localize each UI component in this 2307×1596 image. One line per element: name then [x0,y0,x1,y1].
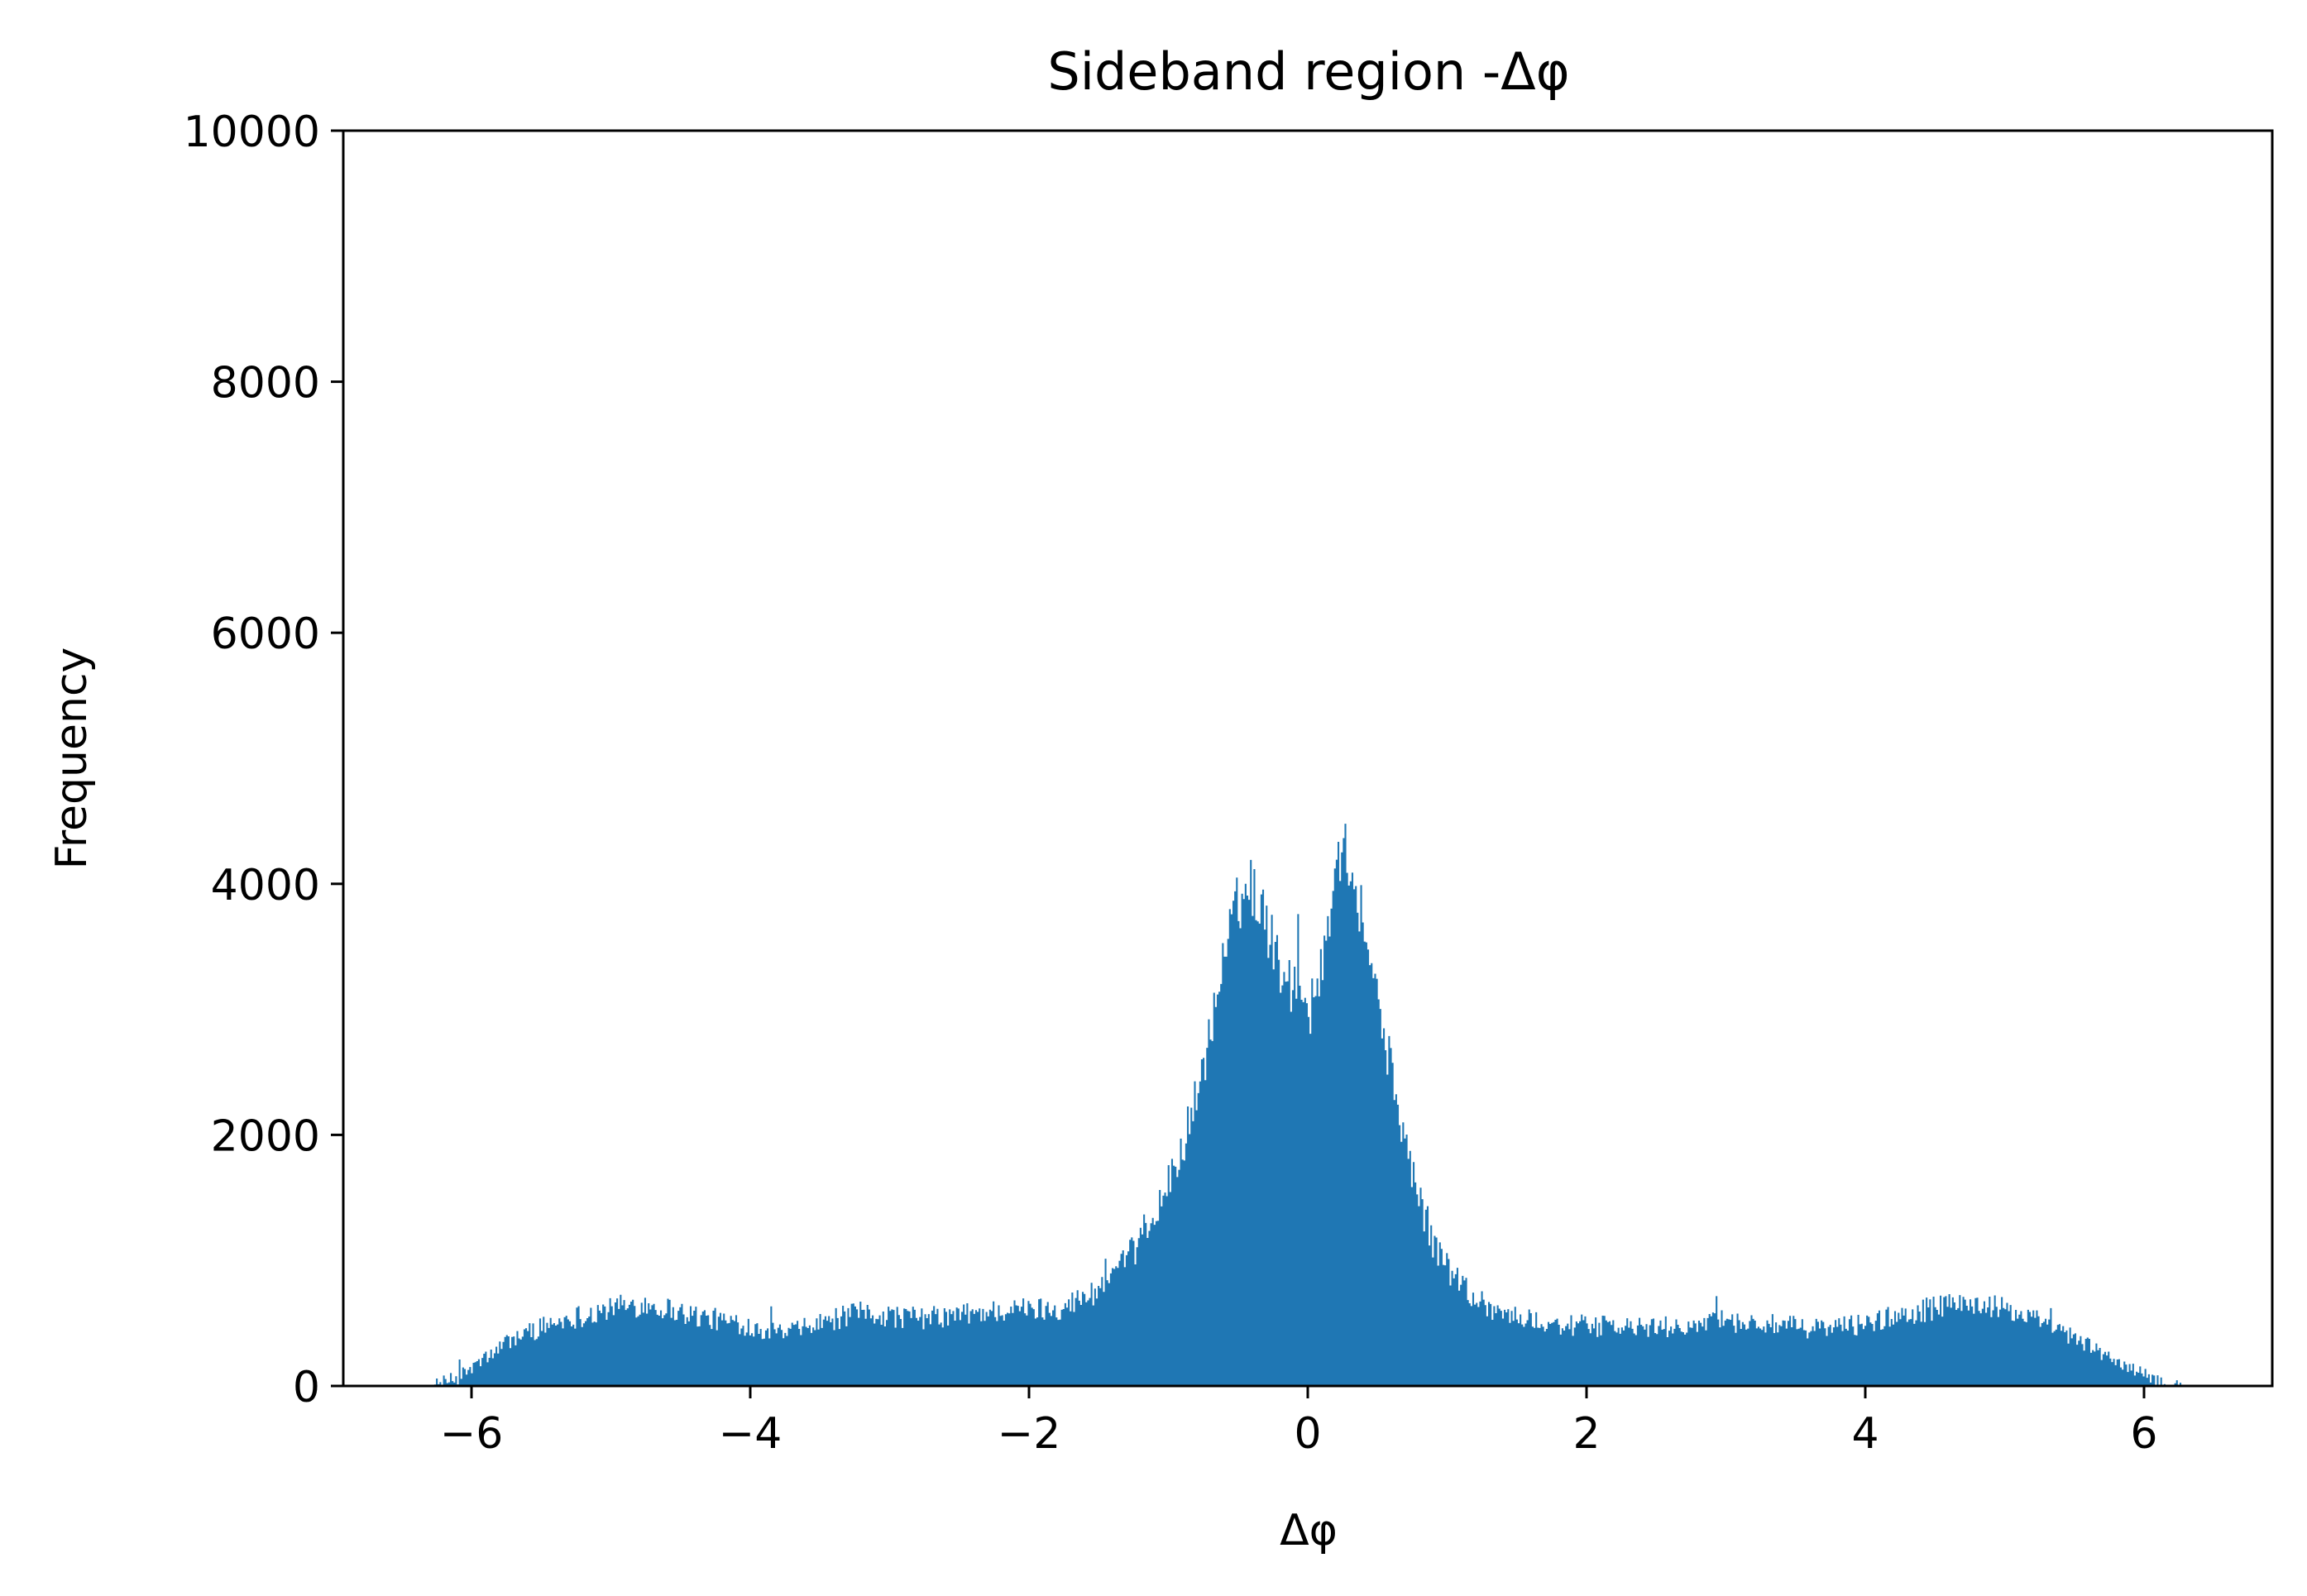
x-tick-label: 4 [1851,1409,1879,1459]
x-tick-label: 2 [1572,1409,1600,1459]
x-tick-label: −6 [440,1409,504,1459]
x-tick-label: 0 [1294,1409,1321,1459]
x-tick-label: −4 [719,1409,783,1459]
y-tick-label: 8000 [211,359,320,409]
histogram-bar [432,824,2184,1386]
y-axis: 0 2000 4000 6000 8000 10000 [184,108,343,1412]
x-tick-label: −2 [998,1409,1061,1459]
y-tick-label: 0 [293,1363,320,1412]
y-tick-label: 10000 [184,108,320,157]
x-axis-label: Δφ [1280,1506,1338,1555]
y-tick-label: 6000 [211,609,320,659]
x-tick-label: 6 [2130,1409,2157,1459]
y-axis-label: Frequency [47,647,97,870]
histogram-bars [432,824,2184,1386]
x-axis: −6 −4 −2 0 2 4 6 [440,1386,2158,1459]
chart-title: Sideband region -Δφ [1047,41,1569,102]
y-tick-label: 2000 [211,1111,320,1161]
y-tick-label: 4000 [211,861,320,910]
